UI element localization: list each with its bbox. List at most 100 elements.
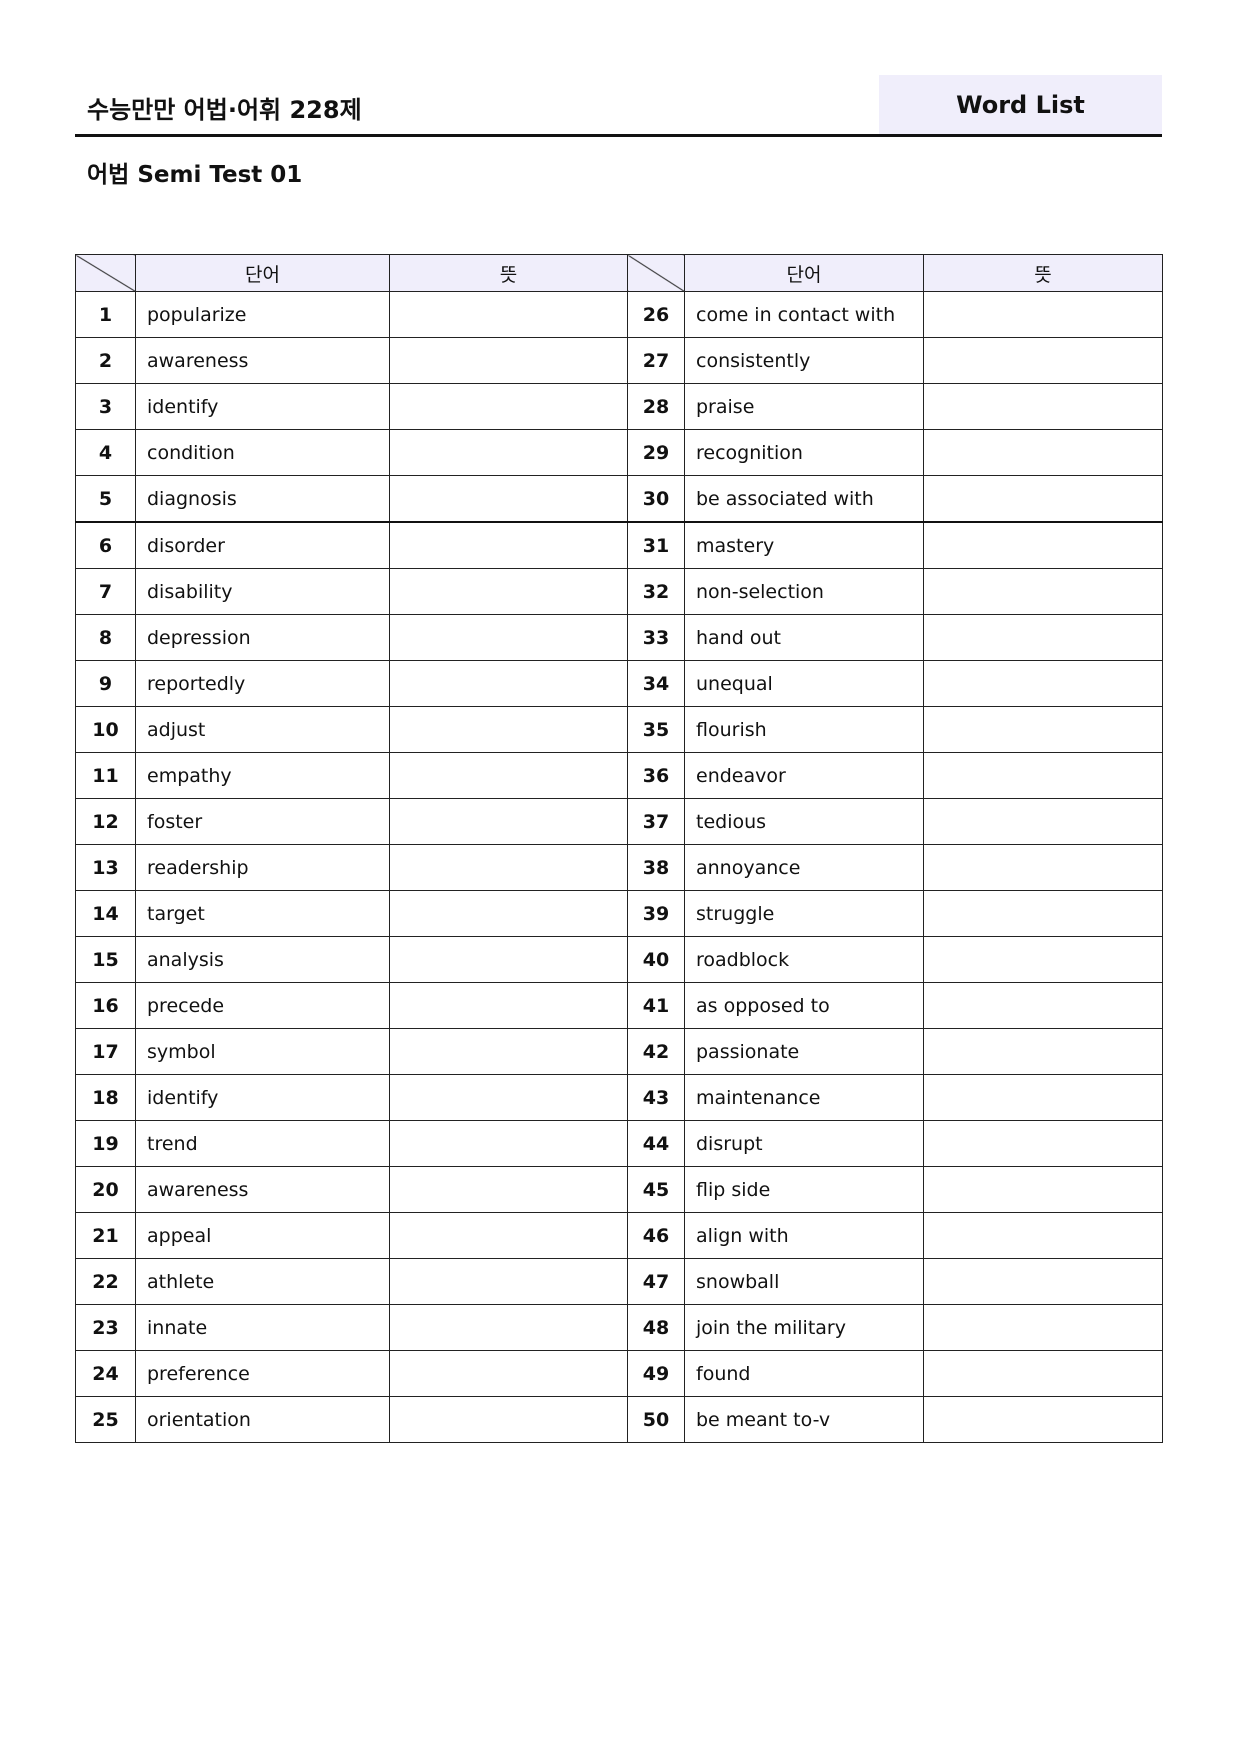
item-number: 11 — [75, 752, 136, 799]
meaning-cell[interactable] — [923, 752, 1163, 799]
word-cell: flip side — [684, 1166, 924, 1213]
meaning-cell[interactable] — [923, 429, 1163, 476]
meaning-cell[interactable] — [923, 291, 1163, 338]
word-cell: align with — [684, 1212, 924, 1259]
meaning-cell[interactable] — [389, 1166, 628, 1213]
item-number: 4 — [75, 429, 136, 476]
meaning-cell[interactable] — [389, 1258, 628, 1305]
word-cell: disorder — [135, 521, 390, 569]
word-cell: non-selection — [684, 568, 924, 615]
meaning-cell[interactable] — [923, 1304, 1163, 1351]
meaning-cell[interactable] — [389, 429, 628, 476]
meaning-cell[interactable] — [389, 475, 628, 523]
word-list-badge: Word List — [879, 75, 1162, 135]
word-cell: athlete — [135, 1258, 390, 1305]
meaning-cell[interactable] — [389, 844, 628, 891]
meaning-cell[interactable] — [389, 1120, 628, 1167]
meaning-cell[interactable] — [923, 660, 1163, 707]
meaning-cell[interactable] — [389, 1028, 628, 1075]
meaning-cell[interactable] — [389, 752, 628, 799]
meaning-cell[interactable] — [389, 798, 628, 845]
meaning-header: 뜻 — [923, 254, 1163, 292]
word-header: 단어 — [135, 254, 390, 292]
item-number: 1 — [75, 291, 136, 338]
item-number: 39 — [627, 890, 685, 937]
word-cell: symbol — [135, 1028, 390, 1075]
word-cell: analysis — [135, 936, 390, 983]
word-cell: hand out — [684, 614, 924, 661]
meaning-cell[interactable] — [389, 383, 628, 430]
meaning-cell[interactable] — [389, 1212, 628, 1259]
meaning-cell[interactable] — [389, 521, 628, 569]
meaning-cell[interactable] — [389, 890, 628, 937]
word-cell: depression — [135, 614, 390, 661]
item-number: 35 — [627, 706, 685, 753]
item-number: 30 — [627, 475, 685, 523]
item-number: 50 — [627, 1396, 685, 1443]
table-row: 10 adjust 35 flourish — [75, 706, 1163, 753]
item-number: 21 — [75, 1212, 136, 1259]
word-cell: struggle — [684, 890, 924, 937]
meaning-cell[interactable] — [389, 660, 628, 707]
meaning-cell[interactable] — [923, 337, 1163, 384]
meaning-cell[interactable] — [389, 291, 628, 338]
meaning-cell[interactable] — [923, 1212, 1163, 1259]
meaning-cell[interactable] — [923, 890, 1163, 937]
meaning-cell[interactable] — [923, 521, 1163, 569]
meaning-cell[interactable] — [389, 982, 628, 1029]
meaning-cell[interactable] — [923, 982, 1163, 1029]
item-number: 19 — [75, 1120, 136, 1167]
word-cell: unequal — [684, 660, 924, 707]
meaning-cell[interactable] — [389, 1350, 628, 1397]
word-cell: precede — [135, 982, 390, 1029]
meaning-cell[interactable] — [389, 706, 628, 753]
meaning-cell[interactable] — [389, 614, 628, 661]
meaning-cell[interactable] — [923, 798, 1163, 845]
diagonal-cell — [75, 254, 136, 292]
meaning-cell[interactable] — [389, 568, 628, 615]
word-cell: roadblock — [684, 936, 924, 983]
item-number: 34 — [627, 660, 685, 707]
word-cell: annoyance — [684, 844, 924, 891]
item-number: 45 — [627, 1166, 685, 1213]
item-number: 17 — [75, 1028, 136, 1075]
table-row: 24 preference 49 found — [75, 1350, 1163, 1397]
meaning-cell[interactable] — [923, 1396, 1163, 1443]
test-subtitle: 어법 Semi Test 01 — [87, 162, 303, 188]
meaning-cell[interactable] — [923, 1350, 1163, 1397]
meaning-cell[interactable] — [389, 1304, 628, 1351]
meaning-cell[interactable] — [923, 1166, 1163, 1213]
table-row: 21 appeal 46 align with — [75, 1212, 1163, 1259]
meaning-cell[interactable] — [923, 475, 1163, 523]
word-table: 단어 뜻 단어 뜻 1 popularize 26 come in contact w… — [75, 254, 1163, 1443]
word-cell: consistently — [684, 337, 924, 384]
meaning-cell[interactable] — [923, 936, 1163, 983]
meaning-cell[interactable] — [923, 1120, 1163, 1167]
meaning-cell[interactable] — [389, 1396, 628, 1443]
meaning-cell[interactable] — [923, 568, 1163, 615]
meaning-cell[interactable] — [389, 1074, 628, 1121]
meaning-cell[interactable] — [923, 706, 1163, 753]
item-number: 36 — [627, 752, 685, 799]
meaning-cell[interactable] — [923, 383, 1163, 430]
item-number: 43 — [627, 1074, 685, 1121]
meaning-cell[interactable] — [389, 936, 628, 983]
meaning-cell[interactable] — [389, 337, 628, 384]
item-number: 47 — [627, 1258, 685, 1305]
meaning-cell[interactable] — [923, 614, 1163, 661]
meaning-cell[interactable] — [923, 1258, 1163, 1305]
meaning-cell[interactable] — [923, 1074, 1163, 1121]
table-row: 20 awareness 45 flip side — [75, 1166, 1163, 1213]
meaning-cell[interactable] — [923, 844, 1163, 891]
word-cell: join the military — [684, 1304, 924, 1351]
header-divider — [75, 134, 1162, 137]
table-row: 19 trend 44 disrupt — [75, 1120, 1163, 1167]
word-cell: readership — [135, 844, 390, 891]
item-number: 14 — [75, 890, 136, 937]
table-row: 17 symbol 42 passionate — [75, 1028, 1163, 1075]
table-row: 12 foster 37 tedious — [75, 798, 1163, 845]
table-row: 23 innate 48 join the military — [75, 1304, 1163, 1351]
meaning-cell[interactable] — [923, 1028, 1163, 1075]
word-cell: awareness — [135, 337, 390, 384]
word-cell: endeavor — [684, 752, 924, 799]
